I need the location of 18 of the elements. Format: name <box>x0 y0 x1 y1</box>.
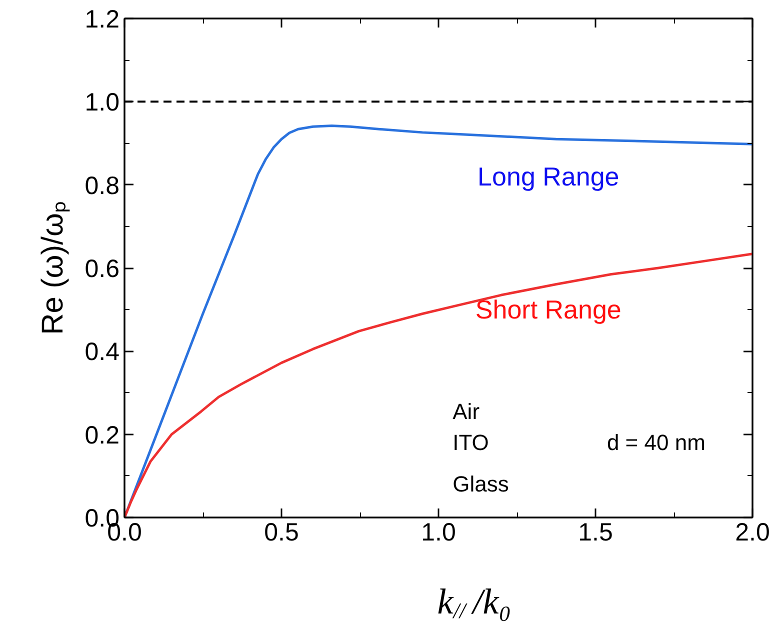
y-tick-label: 1.2 <box>84 6 120 34</box>
x-axis-title: k///k₀ <box>437 582 512 623</box>
annotation: ITO <box>452 430 489 456</box>
series-label: Short Range <box>475 294 622 325</box>
x-tick-label: 2.0 <box>735 518 770 546</box>
y-axis-title: Re (ω)/ωₚ <box>36 201 71 335</box>
y-tick-label: 0.8 <box>84 172 120 200</box>
annotation: Glass <box>452 472 509 497</box>
x-tick-label: 1.0 <box>421 518 456 546</box>
y-tick-label: 0.4 <box>84 338 120 366</box>
y-tick-label: 1.0 <box>84 88 120 117</box>
x-tick-label: 0.5 <box>264 518 299 546</box>
annotation: d = 40 nm <box>606 430 706 456</box>
y-tick-label: 0.6 <box>84 255 120 283</box>
x-tick-label: 1.5 <box>578 518 613 546</box>
annotation: Air <box>452 398 480 424</box>
series-label: Long Range <box>478 162 620 192</box>
y-tick-label: 0.2 <box>84 421 120 450</box>
